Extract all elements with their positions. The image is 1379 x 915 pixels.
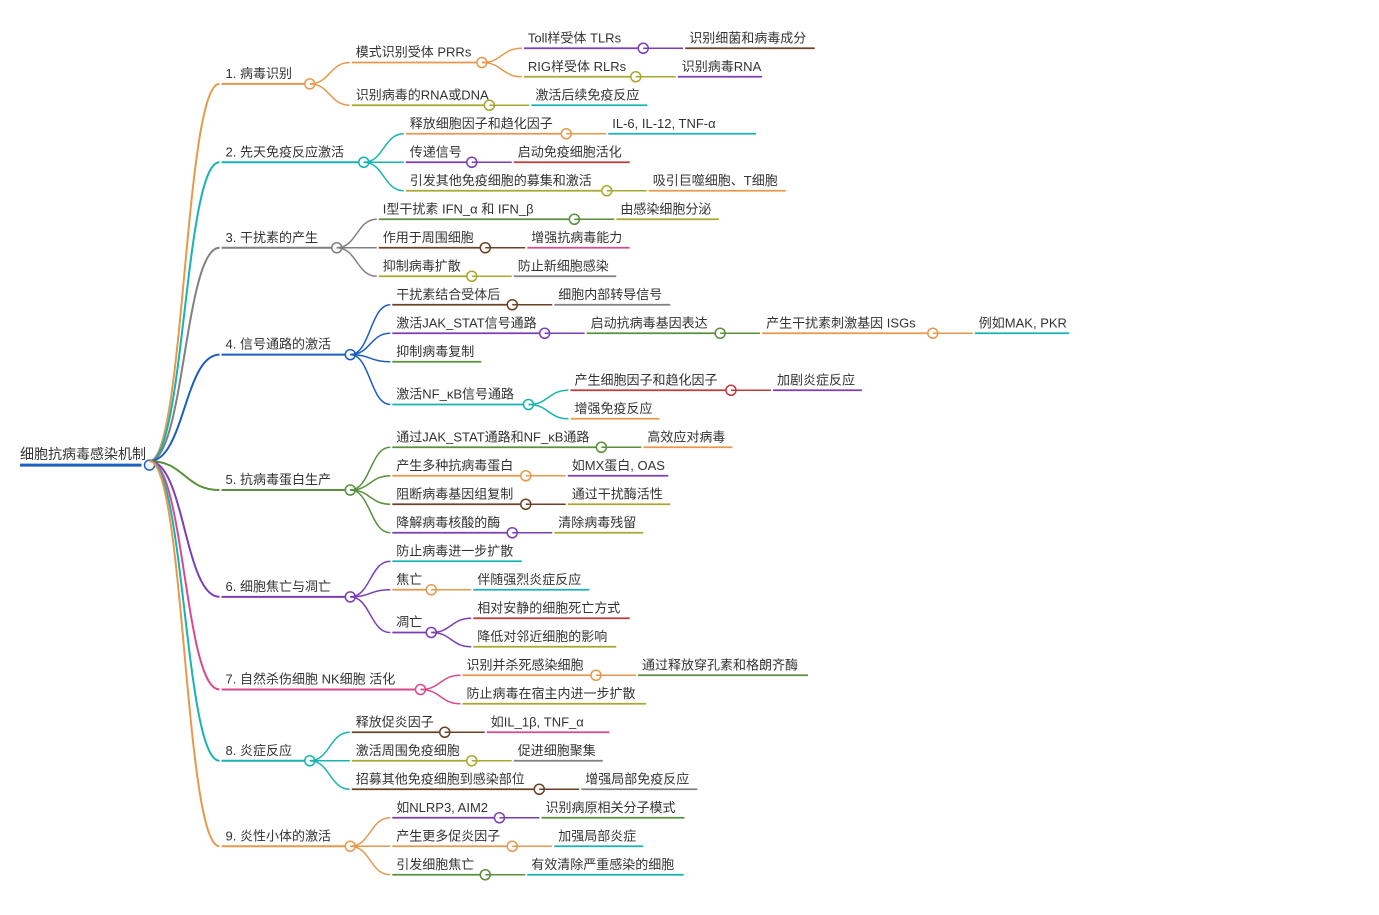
connector <box>431 618 471 632</box>
node-label: 释放细胞因子和趋化因子 <box>410 116 553 131</box>
node-label: 激活周围免疫细胞 <box>356 743 460 758</box>
node-label: 识别细菌和病毒成分 <box>689 30 806 45</box>
branch-label: 3. 干扰素的产生 <box>226 230 318 245</box>
branch-label: 7. 自然杀伤细胞 NK细胞 活化 <box>226 672 396 687</box>
node-label: 作用于周围细胞 <box>383 230 474 245</box>
node-label: IL-6, IL-12, TNF-α <box>612 116 716 131</box>
node-label: Toll样受体 TLRs <box>528 30 622 45</box>
node-label: 加强局部炎症 <box>558 828 636 843</box>
node-label: I型干扰素 IFN_α 和 IFN_β <box>383 201 534 216</box>
node-label: 降低对邻近细胞的影响 <box>477 629 607 644</box>
branch-label: 8. 炎症反应 <box>226 743 292 758</box>
node-label: 抑制病毒复制 <box>396 344 474 359</box>
node-label: 产生干扰素刺激基因 ISGs <box>766 315 916 330</box>
node-label: 识别病毒RNA <box>682 59 762 74</box>
connector <box>150 84 220 461</box>
connector <box>528 390 568 404</box>
connector <box>310 761 350 790</box>
node-label: 吸引巨噬细胞、T细胞 <box>653 173 778 188</box>
node-label: 相对安静的细胞死亡方式 <box>477 600 620 615</box>
node-label: 产生细胞因子和趋化因子 <box>574 372 717 387</box>
node-label: 抑制病毒扩散 <box>383 258 461 273</box>
node-label: 细胞内部转导信号 <box>558 287 662 302</box>
node-label: 识别并杀死感染细胞 <box>466 657 583 672</box>
node-label: 伴随强烈炎症反应 <box>477 572 581 587</box>
branch-label: 6. 细胞焦亡与凋亡 <box>226 579 331 594</box>
connector <box>420 675 460 689</box>
node-label: 清除病毒残留 <box>558 515 636 530</box>
node-label: 招募其他免疫细胞到感染部位 <box>356 771 525 786</box>
connector <box>350 597 390 633</box>
node-label: 启动免疫细胞活化 <box>518 144 622 159</box>
node-label: 识别病原相关分子模式 <box>545 800 675 815</box>
connector <box>482 48 522 62</box>
node-label: 阻断病毒基因组复制 <box>396 486 513 501</box>
node-label: 模式识别受体 PRRs <box>356 45 472 60</box>
connector <box>350 561 390 597</box>
node-label: 产生多种抗病毒蛋白 <box>396 458 513 473</box>
node-label: 由感染细胞分泌 <box>620 201 711 216</box>
connector <box>310 63 350 84</box>
node-label: 干扰素结合受体后 <box>396 287 500 302</box>
node-label: 降解病毒核酸的酶 <box>396 515 500 530</box>
node-label: 如IL_1β, TNF_α <box>491 714 585 729</box>
node-label: 通过释放穿孔素和格朗齐酶 <box>642 657 798 672</box>
connector <box>431 633 471 647</box>
node-label: 凋亡 <box>396 615 422 630</box>
connector <box>310 732 350 761</box>
branch-label: 5. 抗病毒蛋白生产 <box>226 472 331 487</box>
node-label: 高效应对病毒 <box>647 429 725 444</box>
node-label: 产生更多促炎因子 <box>396 828 500 843</box>
node-label: 激活JAK_STAT信号通路 <box>396 315 536 330</box>
node-label: 释放促炎因子 <box>356 714 434 729</box>
connector <box>350 590 390 597</box>
node-label: 增强局部免疫反应 <box>585 771 689 786</box>
node-label: 识别病毒的RNA或DNA <box>356 87 489 102</box>
mindmap-canvas: 细胞抗病毒感染机制 1. 病毒识别 模式识别受体 PRRs Toll样受体 TLRs 识… <box>10 10 1379 905</box>
branch-label: 2. 先天免疫反应激活 <box>226 144 344 159</box>
connector <box>350 333 390 354</box>
node-label: RIG样受体 RLRs <box>528 59 627 74</box>
node-label: 如NLRP3, AIM2 <box>396 800 488 815</box>
connector <box>150 461 220 846</box>
connector <box>150 162 220 461</box>
node-label: 启动抗病毒基因表达 <box>591 315 708 330</box>
node-label: 激活NF_κB信号通路 <box>396 387 514 402</box>
connector <box>150 355 220 461</box>
connector <box>482 63 522 77</box>
root-label: 细胞抗病毒感染机制 <box>20 446 146 462</box>
connector <box>310 84 350 105</box>
connector <box>350 818 390 847</box>
node-label: 通过JAK_STAT通路和NF_κB通路 <box>396 429 589 444</box>
node-label: 有效清除严重感染的细胞 <box>531 857 674 872</box>
connector <box>528 405 568 419</box>
node-label: 防止病毒在宿主内进一步扩散 <box>466 686 635 701</box>
connector <box>350 305 390 355</box>
node-label: 引发其他免疫细胞的募集和激活 <box>410 173 592 188</box>
node-label: 防止病毒进一步扩散 <box>396 543 513 558</box>
node-label: 通过干扰酶活性 <box>572 486 663 501</box>
connector <box>150 461 220 761</box>
connector <box>364 134 404 163</box>
node-label: 如MX蛋白, OAS <box>572 458 666 473</box>
node-label: 引发细胞焦亡 <box>396 857 474 872</box>
branch-label: 9. 炎性小体的激活 <box>226 828 331 843</box>
connector <box>350 846 390 875</box>
node-label: 激活后续免疫反应 <box>535 87 639 102</box>
node-label: 防止新细胞感染 <box>518 258 609 273</box>
connector <box>364 162 404 191</box>
branch-label: 1. 病毒识别 <box>226 66 292 81</box>
node-label: 促进细胞聚集 <box>518 743 596 758</box>
connector <box>420 690 460 704</box>
node-label: 例如MAK, PKR <box>979 315 1067 330</box>
node-label: 焦亡 <box>396 572 422 587</box>
node-label: 传递信号 <box>410 144 462 159</box>
node-label: 增强抗病毒能力 <box>531 230 622 245</box>
branch-label: 4. 信号通路的激活 <box>226 337 331 352</box>
connector <box>337 248 377 277</box>
node-label: 加剧炎症反应 <box>777 372 855 387</box>
connector <box>337 219 377 248</box>
node-label: 增强免疫反应 <box>574 401 652 416</box>
